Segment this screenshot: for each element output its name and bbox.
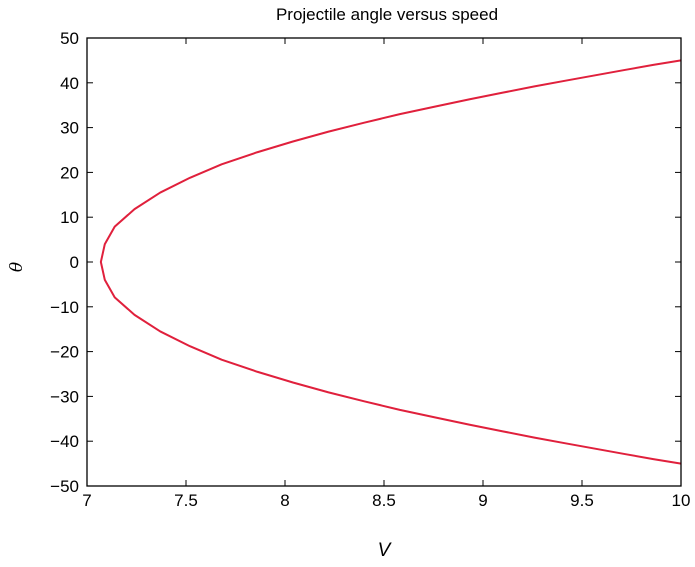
y-tick-label: −20 [50,343,79,362]
y-tick-label: 50 [60,29,79,48]
y-tick-label: 0 [70,253,79,272]
x-tick-label: 8 [280,491,289,510]
y-tick-label: 30 [60,119,79,138]
x-tick-label: 8.5 [372,491,396,510]
plot-frame [86,37,682,487]
tick-marks [86,37,682,487]
y-axis-label: θ [7,262,27,272]
x-tick-label: 9.5 [570,491,594,510]
x-tick-label: 9 [478,491,487,510]
y-tick-label: 20 [60,163,79,182]
chart-title: Projectile angle versus speed [276,5,498,24]
tick-labels: 7 7.5 8 8.5 9 9.5 10 −50 −40 −30 −20 −10 0 10 20 30 40 50 [50,29,690,510]
y-tick-label: −30 [50,387,79,406]
y-tick-label: 10 [60,208,79,227]
y-tick-label: 40 [60,74,79,93]
series-line [99,59,682,465]
x-tick-label: 7 [82,491,91,510]
x-tick-label: 10 [672,491,691,510]
x-tick-label: 7.5 [174,491,198,510]
y-tick-label: −50 [50,477,79,496]
x-axis-label: V [378,540,393,561]
y-tick-label: −40 [50,432,79,451]
y-tick-label: −10 [50,298,79,317]
